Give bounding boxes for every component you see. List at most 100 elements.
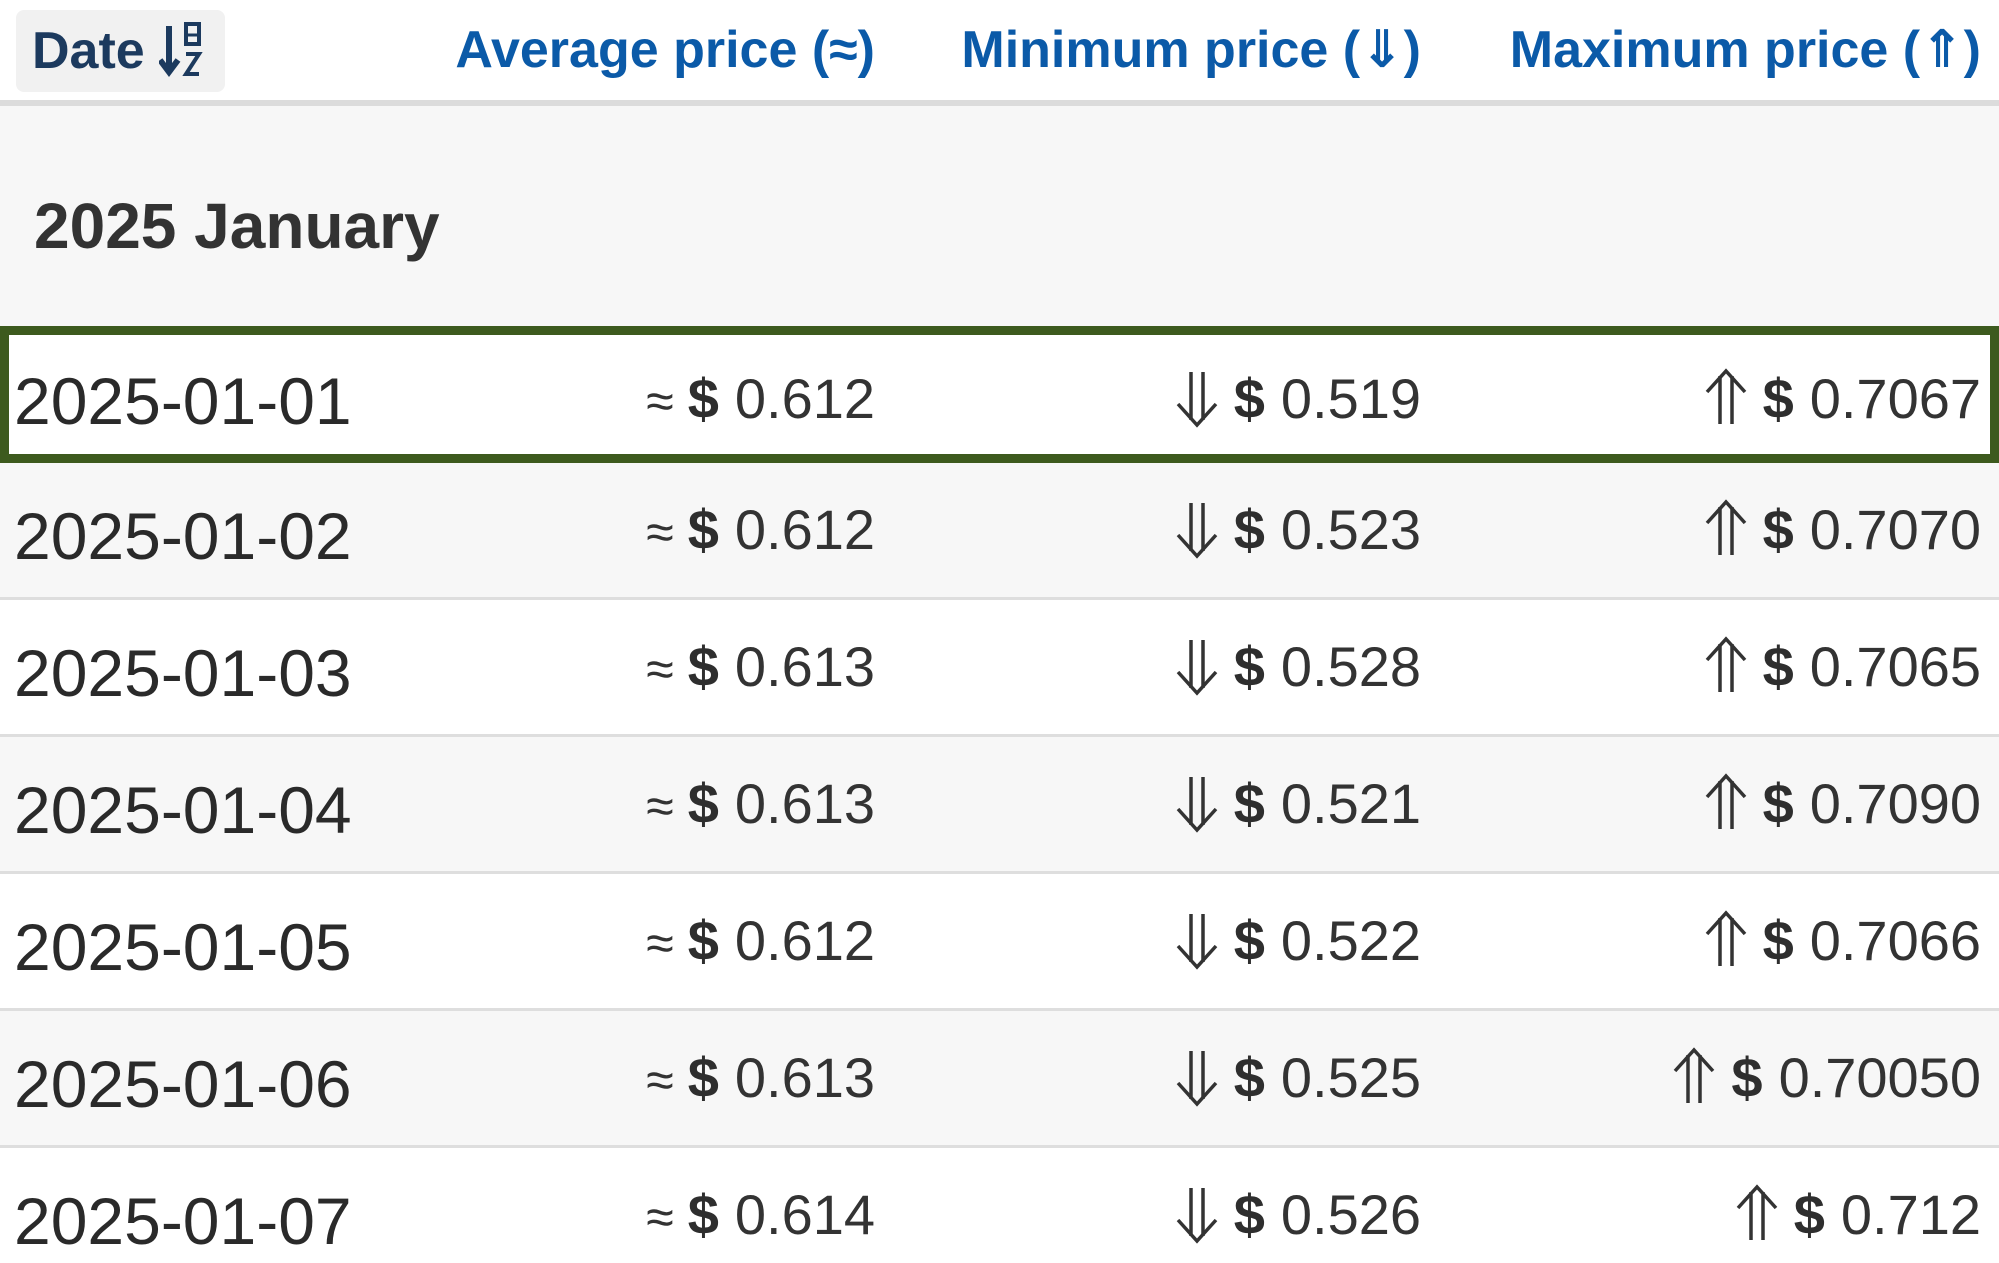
minimum-price-value: 0.523	[1280, 498, 1421, 561]
row-minimum-price: $0.528	[1174, 600, 1421, 734]
currency-symbol: $	[1762, 498, 1794, 561]
maximum-price-value: 0.7067	[1809, 367, 1981, 430]
date-column-header[interactable]: Date	[16, 10, 225, 92]
double-arrow-up-icon	[1705, 910, 1746, 967]
average-price-value: 0.614	[734, 1183, 875, 1246]
approx-icon: ≈	[646, 1189, 674, 1245]
approx-icon: ≈	[646, 778, 674, 834]
average-price-value: 0.612	[734, 498, 875, 561]
minimum-price-value: 0.525	[1280, 1046, 1421, 1109]
minimum-price-value: 0.526	[1280, 1183, 1421, 1246]
row-average-price: ≈ $0.612	[646, 463, 875, 597]
table-row[interactable]: 2025-01-06 ≈ $0.613 $0.525 $0.70050	[0, 1011, 1999, 1148]
row-maximum-price: $0.7067	[1703, 335, 1981, 454]
currency-symbol: $	[1233, 909, 1265, 972]
currency-symbol: $	[687, 635, 719, 698]
double-arrow-down-icon	[1176, 914, 1218, 970]
row-average-price: ≈ $0.613	[646, 737, 875, 871]
approx-icon: ≈	[646, 373, 674, 429]
approx-icon: ≈	[646, 1052, 674, 1108]
average-price-value: 0.613	[734, 1046, 875, 1109]
currency-symbol: $	[1793, 1183, 1825, 1246]
currency-symbol: $	[1233, 1046, 1265, 1109]
date-header-label: Date	[32, 22, 145, 80]
currency-symbol: $	[1233, 772, 1265, 835]
row-minimum-price: $0.523	[1174, 463, 1421, 597]
maximum-price-value: 0.712	[1840, 1183, 1981, 1246]
row-average-price: ≈ $0.613	[646, 600, 875, 734]
maximum-price-value: 0.7070	[1809, 498, 1981, 561]
table-row[interactable]: 2025-01-02 ≈ $0.612 $0.523 $0.7070	[0, 463, 1999, 600]
row-maximum-price: $0.7070	[1703, 463, 1981, 597]
row-date: 2025-01-03	[14, 636, 352, 710]
table-row[interactable]: 2025-01-04 ≈ $0.613 $0.521 $0.7090	[0, 737, 1999, 874]
currency-symbol: $	[687, 772, 719, 835]
double-arrow-down-icon	[1176, 640, 1218, 696]
maximum-price-value: 0.7065	[1809, 635, 1981, 698]
maximum-price-value: 0.7090	[1809, 772, 1981, 835]
double-arrow-up-icon	[1705, 636, 1746, 693]
currency-symbol: $	[1762, 909, 1794, 972]
double-arrow-up-icon	[1705, 368, 1746, 425]
double-arrow-up-icon	[1705, 773, 1746, 830]
average-price-column-header[interactable]: Average price (≈)	[455, 21, 875, 79]
maximum-price-value: 0.70050	[1778, 1046, 1981, 1109]
row-date: 2025-01-07	[14, 1184, 352, 1258]
row-date: 2025-01-05	[14, 910, 352, 984]
currency-symbol: $	[1233, 367, 1265, 430]
double-arrow-down-icon	[1176, 777, 1218, 833]
row-date: 2025-01-06	[14, 1047, 352, 1121]
double-arrow-up-icon	[1674, 1047, 1715, 1104]
currency-symbol: $	[687, 498, 719, 561]
approx-icon: ≈	[646, 504, 674, 560]
row-average-price: ≈ $0.613	[646, 1011, 875, 1145]
maximum-price-column-header[interactable]: Maximum price (⇑)	[1509, 21, 1981, 79]
row-maximum-price: $0.712	[1734, 1148, 1981, 1263]
row-minimum-price: $0.526	[1174, 1148, 1421, 1263]
maximum-price-value: 0.7066	[1809, 909, 1981, 972]
table-row[interactable]: 2025-01-07 ≈ $0.614 $0.526 $0.712	[0, 1148, 1999, 1263]
currency-symbol: $	[687, 367, 719, 430]
minimum-price-column-header[interactable]: Minimum price (⇓)	[961, 21, 1421, 79]
minimum-price-value: 0.522	[1280, 909, 1421, 972]
price-table-body: 2025-01-01 ≈ $0.612 $0.519 $0.7067 2025-01-02…	[0, 326, 1999, 1263]
row-maximum-price: $0.7065	[1703, 600, 1981, 734]
currency-symbol: $	[1762, 772, 1794, 835]
currency-symbol: $	[1233, 1183, 1265, 1246]
double-arrow-down-icon	[1176, 372, 1218, 428]
currency-symbol: $	[1731, 1046, 1763, 1109]
row-date: 2025-01-01	[14, 364, 352, 438]
row-date: 2025-01-04	[14, 773, 352, 847]
row-average-price: ≈ $0.612	[646, 874, 875, 1008]
double-arrow-down-icon	[1176, 1188, 1218, 1244]
average-price-value: 0.613	[734, 635, 875, 698]
minimum-price-value: 0.519	[1280, 367, 1421, 430]
approx-icon: ≈	[646, 641, 674, 697]
minimum-price-value: 0.528	[1280, 635, 1421, 698]
row-date: 2025-01-02	[14, 499, 352, 573]
currency-symbol: $	[687, 1183, 719, 1246]
currency-symbol: $	[1762, 367, 1794, 430]
row-maximum-price: $0.7066	[1703, 874, 1981, 1008]
month-group-row: 2025 January	[0, 106, 1999, 326]
row-average-price: ≈ $0.614	[646, 1148, 875, 1263]
table-row[interactable]: 2025-01-05 ≈ $0.612 $0.522 $0.7066	[0, 874, 1999, 1011]
average-price-value: 0.612	[734, 909, 875, 972]
table-row[interactable]: 2025-01-03 ≈ $0.613 $0.528 $0.7065	[0, 600, 1999, 737]
average-price-value: 0.613	[734, 772, 875, 835]
row-maximum-price: $0.7090	[1703, 737, 1981, 871]
average-price-value: 0.612	[734, 367, 875, 430]
row-minimum-price: $0.522	[1174, 874, 1421, 1008]
table-row-selected[interactable]: 2025-01-01 ≈ $0.612 $0.519 $0.7067	[0, 326, 1999, 463]
currency-symbol: $	[1233, 498, 1265, 561]
row-minimum-price: $0.521	[1174, 737, 1421, 871]
currency-symbol: $	[1233, 635, 1265, 698]
row-average-price: ≈ $0.612	[646, 335, 875, 454]
currency-symbol: $	[687, 909, 719, 972]
double-arrow-up-icon	[1736, 1184, 1778, 1241]
approx-icon: ≈	[646, 915, 674, 971]
sort-alpha-down-icon	[158, 22, 203, 78]
currency-symbol: $	[1762, 635, 1794, 698]
table-header: Date Average price (≈) Minimum price (⇓)…	[0, 0, 1999, 106]
